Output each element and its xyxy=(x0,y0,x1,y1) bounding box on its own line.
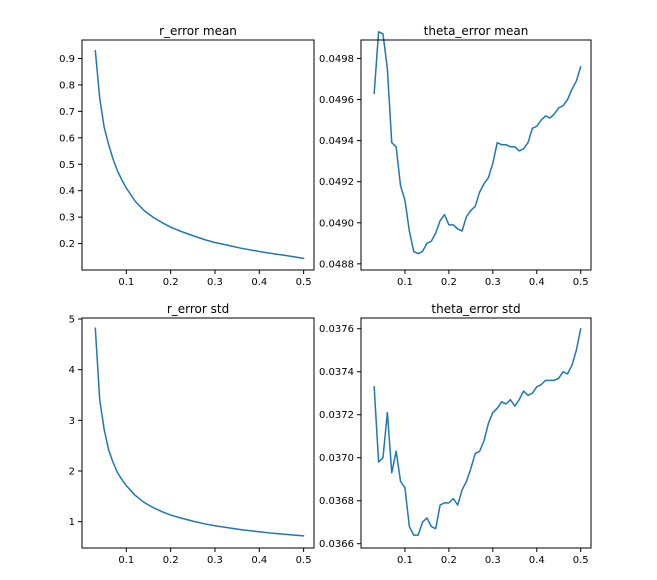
x-tick-label: 0.3 xyxy=(485,555,501,566)
y-tick-label: 0.9 xyxy=(59,54,75,65)
y-tick-label: 4 xyxy=(69,365,75,376)
x-tick-label: 0.1 xyxy=(397,555,413,566)
x-tick-label: 0.3 xyxy=(207,277,223,288)
y-tick-label: 0.5 xyxy=(59,160,75,171)
chart-title: theta_error mean xyxy=(424,24,529,38)
y-tick-label: 0.0494 xyxy=(319,136,354,147)
x-tick-label: 0.1 xyxy=(397,277,413,288)
x-tick-label: 0.4 xyxy=(251,277,267,288)
x-tick-label: 0.5 xyxy=(296,277,312,288)
chart-title: r_error std xyxy=(167,302,229,316)
y-tick-label: 0.0372 xyxy=(319,410,354,421)
y-tick-label: 0.7 xyxy=(59,107,75,118)
y-tick-label: 0.0368 xyxy=(319,496,354,507)
x-tick-label: 0.4 xyxy=(529,555,545,566)
axes-frame xyxy=(360,39,592,271)
x-tick-label: 0.1 xyxy=(118,277,134,288)
y-tick-label: 0.6 xyxy=(59,133,75,144)
y-tick-label: 5 xyxy=(69,315,75,326)
y-tick-label: 0.0496 xyxy=(319,95,354,106)
chart-panel: r_error mean 0.1 0.2 0.3 0.4 0.5 0.2 0.3 0.4 0.5 0… xyxy=(59,24,315,288)
y-tick-label: 0.4 xyxy=(59,186,75,197)
y-tick-label: 0.0374 xyxy=(319,367,354,378)
x-tick-label: 0.4 xyxy=(529,277,545,288)
axes-frame xyxy=(360,317,592,549)
y-tick-label: 0.0498 xyxy=(319,54,354,65)
series-line xyxy=(373,328,582,536)
y-tick-label: 0.3 xyxy=(59,213,75,224)
y-tick-label: 0.0370 xyxy=(319,453,354,464)
chart-title: theta_error std xyxy=(431,302,520,316)
x-tick-label: 0.5 xyxy=(573,277,589,288)
x-tick-label: 0.2 xyxy=(163,277,179,288)
y-tick-label: 0.0366 xyxy=(319,539,354,550)
y-tick-label: 1 xyxy=(69,517,75,528)
axes-frame xyxy=(81,39,315,271)
x-tick-label: 0.2 xyxy=(163,555,179,566)
series-line xyxy=(94,327,305,537)
y-tick-label: 3 xyxy=(69,416,75,427)
series-line xyxy=(373,31,582,255)
x-tick-label: 0.3 xyxy=(207,555,223,566)
x-tick-label: 0.4 xyxy=(251,555,267,566)
x-tick-label: 0.5 xyxy=(573,555,589,566)
x-tick-label: 0.1 xyxy=(118,555,134,566)
y-tick-label: 0.0492 xyxy=(319,177,354,188)
chart-title: r_error mean xyxy=(159,24,237,38)
y-tick-label: 0.0376 xyxy=(319,324,354,335)
axes-frame xyxy=(81,317,315,549)
chart-panel: theta_error mean 0.1 0.2 0.3 0.4 0.5 0.0488 0.0… xyxy=(319,24,592,288)
x-tick-label: 0.2 xyxy=(441,277,457,288)
x-tick-label: 0.5 xyxy=(296,555,312,566)
x-tick-label: 0.3 xyxy=(485,277,501,288)
y-tick-label: 0.8 xyxy=(59,80,75,91)
x-tick-label: 0.2 xyxy=(441,555,457,566)
chart-panel: theta_error std 0.1 0.2 0.3 0.4 0.5 0.0366 0.03… xyxy=(319,302,592,566)
y-tick-label: 0.0488 xyxy=(319,259,354,270)
chart-panel: r_error std 0.1 0.2 0.3 0.4 0.5 1 2 3 4 5 xyxy=(69,302,315,566)
y-tick-label: 0.2 xyxy=(59,239,75,250)
y-tick-label: 0.0490 xyxy=(319,218,354,229)
y-tick-label: 2 xyxy=(69,466,75,477)
series-line xyxy=(94,49,305,260)
